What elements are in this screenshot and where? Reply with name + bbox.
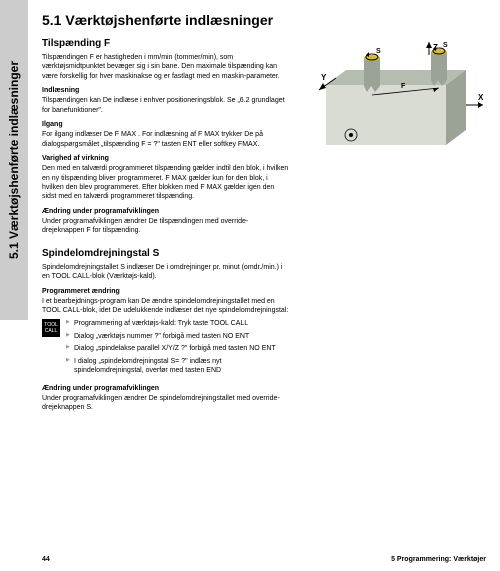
- feedrate-s1-t: Tilspændingen kan De indlæse i enhver po…: [42, 96, 290, 115]
- spindle-s1-h: Programmeret ændring: [42, 288, 290, 295]
- tool-call-icon: TOOL CALL: [42, 319, 60, 337]
- list-item: Dialog „spindelakse parallel X/Y/Z ?" fo…: [66, 344, 290, 353]
- tool-left-icon: S: [364, 48, 381, 92]
- feedrate-intro: Tilspændingen F er hastigheden i mm/min …: [42, 53, 290, 81]
- axis-diagram: X Y Z S S F: [311, 40, 486, 170]
- feedrate-s2-t: For ilgang indlæser De F MAX . For indlæ…: [42, 130, 290, 149]
- feed-f-label: F: [401, 83, 406, 90]
- feedrate-s3-h: Varighed af virkning: [42, 155, 290, 162]
- spindle-intro: Spindelomdrejningstallet S indlæser De i…: [42, 263, 290, 282]
- spindle-s2-h: Ændring under programafviklingen: [42, 385, 290, 392]
- tool-call-list: Programmering af værktøjs-kald: Tryk tas…: [66, 319, 290, 378]
- tool-right-icon: S: [431, 42, 448, 86]
- spindle-s1-t: I et bearbejdnings-program kan De ændre …: [42, 297, 290, 316]
- axis-x-label: X: [478, 93, 484, 102]
- feedrate-s1-h: Indlæsning: [42, 87, 290, 94]
- list-item: Dialog „værktøjs nummer ?" forbigå med t…: [66, 332, 290, 341]
- tool-call-block: TOOL CALL Programmering af værktøjs-kald…: [42, 319, 290, 378]
- list-item: I dialog „spindelomdrejningstal S= ?" in…: [66, 357, 290, 376]
- spindle-heading: Spindelomdrejningstal S: [42, 248, 290, 259]
- list-item: Programmering af værktøjs-kald: Tryk tas…: [66, 319, 290, 328]
- feedrate-s2-h: Ilgang: [42, 121, 290, 128]
- chapter-label: 5 Programmering: Værktøjer: [391, 556, 486, 563]
- page-number: 44: [42, 556, 50, 563]
- feedrate-s4-h: Ændring under programafviklingen: [42, 208, 290, 215]
- feedrate-heading: Tilspænding F: [42, 38, 290, 49]
- main-title: 5.1 Værktøjshenførte indlæsninger: [42, 12, 486, 28]
- tool-s-label: S: [376, 48, 381, 55]
- sidebar-label: 5.1 Værktøjshenførte indlæsninger: [7, 61, 21, 259]
- tool-s-label: S: [443, 42, 448, 49]
- page-content: 5.1 Værktøjshenførte indlæsninger Tilspæ…: [42, 12, 486, 551]
- axis-y-label: Y: [321, 73, 327, 82]
- left-column: Tilspænding F Tilspændingen F er hastigh…: [42, 38, 290, 413]
- feedrate-s3-t: Den med en talværdi programmeret tilspæn…: [42, 164, 290, 202]
- page-footer: 44 5 Programmering: Værktøjer: [42, 556, 486, 563]
- spindle-s2-t: Under programafviklingen ændrer De spind…: [42, 394, 290, 413]
- sidebar-tab: 5.1 Værktøjshenførte indlæsninger: [0, 0, 28, 320]
- feedrate-s4-t: Under programafviklingen ændrer De tilsp…: [42, 217, 290, 236]
